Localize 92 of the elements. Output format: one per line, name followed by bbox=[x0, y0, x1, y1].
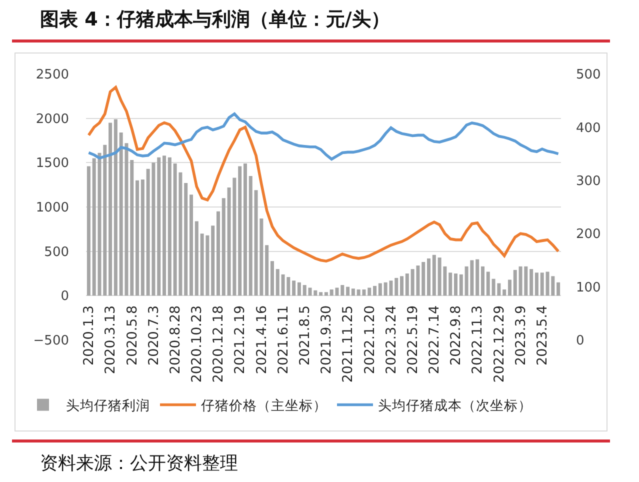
bar bbox=[530, 269, 534, 296]
legend-label: 仔猪价格（主坐标） bbox=[201, 398, 327, 414]
x-tick-label: 2022.3.24 bbox=[383, 305, 400, 374]
bar bbox=[248, 176, 252, 296]
bar bbox=[216, 211, 220, 296]
bar bbox=[556, 282, 560, 296]
bar bbox=[534, 272, 538, 296]
bar bbox=[130, 160, 134, 296]
bar bbox=[292, 280, 296, 296]
bar bbox=[270, 261, 274, 296]
bar bbox=[432, 254, 436, 296]
x-tick-label: 2021.4.16 bbox=[254, 305, 270, 374]
x-tick-label: 2022.1.20 bbox=[362, 305, 378, 374]
bar bbox=[513, 270, 517, 296]
bar bbox=[168, 157, 172, 296]
bar bbox=[86, 166, 90, 296]
bar bbox=[184, 183, 188, 296]
bar bbox=[351, 288, 355, 296]
bar bbox=[324, 292, 328, 296]
bar bbox=[302, 285, 306, 296]
line-series bbox=[87, 112, 560, 161]
bar bbox=[297, 282, 301, 296]
bar bbox=[194, 221, 198, 296]
x-tick-label: 2020.3.13 bbox=[102, 305, 119, 374]
x-tick-label: 2023.3.9 bbox=[512, 305, 529, 366]
bar bbox=[405, 274, 409, 296]
bar bbox=[448, 272, 452, 296]
y-tick-label: −500 bbox=[33, 334, 69, 349]
x-tick-label: 2022.5.19 bbox=[404, 305, 421, 374]
x-tick-label: 2020.5.8 bbox=[124, 305, 140, 366]
y2-tick-label: 0 bbox=[576, 334, 584, 349]
bar bbox=[162, 156, 166, 296]
chart-title: 图表 4：仔猪成本与利润（单位：元/头） bbox=[40, 8, 390, 31]
bar bbox=[243, 164, 247, 296]
x-tick-label: 2021.8.5 bbox=[296, 305, 313, 366]
bar bbox=[157, 157, 161, 296]
bar bbox=[486, 272, 490, 296]
legend-label: 头均仔猪成本（次坐标） bbox=[378, 398, 532, 414]
bar bbox=[394, 278, 398, 296]
x-tick-label: 2021.6.11 bbox=[275, 305, 292, 374]
y2-tick-label: 400 bbox=[576, 120, 601, 136]
bar bbox=[476, 259, 480, 296]
y-tick-label: 2500 bbox=[36, 68, 69, 83]
line-series bbox=[87, 86, 560, 262]
bar bbox=[319, 292, 323, 296]
bar bbox=[346, 286, 350, 296]
bar bbox=[368, 288, 372, 296]
x-tick-label: 2020.12.18 bbox=[210, 305, 227, 383]
y-tick-label: 1500 bbox=[36, 156, 69, 172]
bar bbox=[427, 258, 431, 296]
x-tick-label: 2020.1.3 bbox=[81, 305, 98, 366]
legend-label: 头均仔猪利润 bbox=[66, 398, 150, 414]
y-tick-label: 1000 bbox=[36, 200, 69, 216]
x-tick-label: 2022.7.14 bbox=[426, 305, 443, 374]
bar bbox=[400, 276, 404, 296]
bar bbox=[238, 166, 242, 296]
x-tick-label: 2022.9.8 bbox=[448, 305, 464, 366]
x-tick-label: 2020.7.3 bbox=[146, 305, 162, 366]
bar bbox=[508, 280, 512, 296]
bar bbox=[136, 180, 140, 296]
y2-tick-label: 200 bbox=[576, 227, 601, 242]
bar bbox=[114, 119, 118, 296]
bar bbox=[459, 274, 463, 296]
y2-tick-label: 500 bbox=[576, 68, 601, 83]
bar bbox=[211, 226, 215, 296]
bar bbox=[454, 274, 458, 296]
y2-tick-label: 300 bbox=[576, 174, 601, 189]
bar bbox=[422, 262, 426, 296]
bar bbox=[108, 122, 112, 296]
bar bbox=[222, 198, 226, 296]
bar bbox=[265, 245, 269, 296]
x-tick-label: 2023.5.4 bbox=[534, 305, 550, 366]
bar bbox=[140, 180, 144, 296]
bar bbox=[373, 286, 377, 296]
x-tick-label: 2022.12.29 bbox=[491, 305, 508, 383]
y-tick-label: 0 bbox=[60, 289, 69, 304]
x-tick-label: 2020.10.23 bbox=[189, 305, 206, 383]
x-tick-label: 2020.8.28 bbox=[167, 305, 184, 374]
bar bbox=[276, 269, 280, 296]
y2-tick-label: 100 bbox=[576, 280, 601, 296]
bar bbox=[540, 272, 544, 296]
bar bbox=[190, 194, 194, 296]
x-tick-label: 2022.11.3 bbox=[470, 305, 486, 374]
bar bbox=[480, 266, 484, 296]
y-tick-label: 500 bbox=[44, 244, 69, 260]
x-tick-label: 2021.11.25 bbox=[340, 305, 356, 383]
x-tick-label: 2021.9.30 bbox=[318, 305, 335, 374]
bar bbox=[378, 283, 382, 296]
text: 资料来源：公开资料整理 bbox=[40, 453, 238, 474]
bar bbox=[502, 289, 506, 296]
x-tick-label: 2021.2.19 bbox=[232, 305, 248, 374]
y-tick-label: 2000 bbox=[36, 112, 69, 127]
